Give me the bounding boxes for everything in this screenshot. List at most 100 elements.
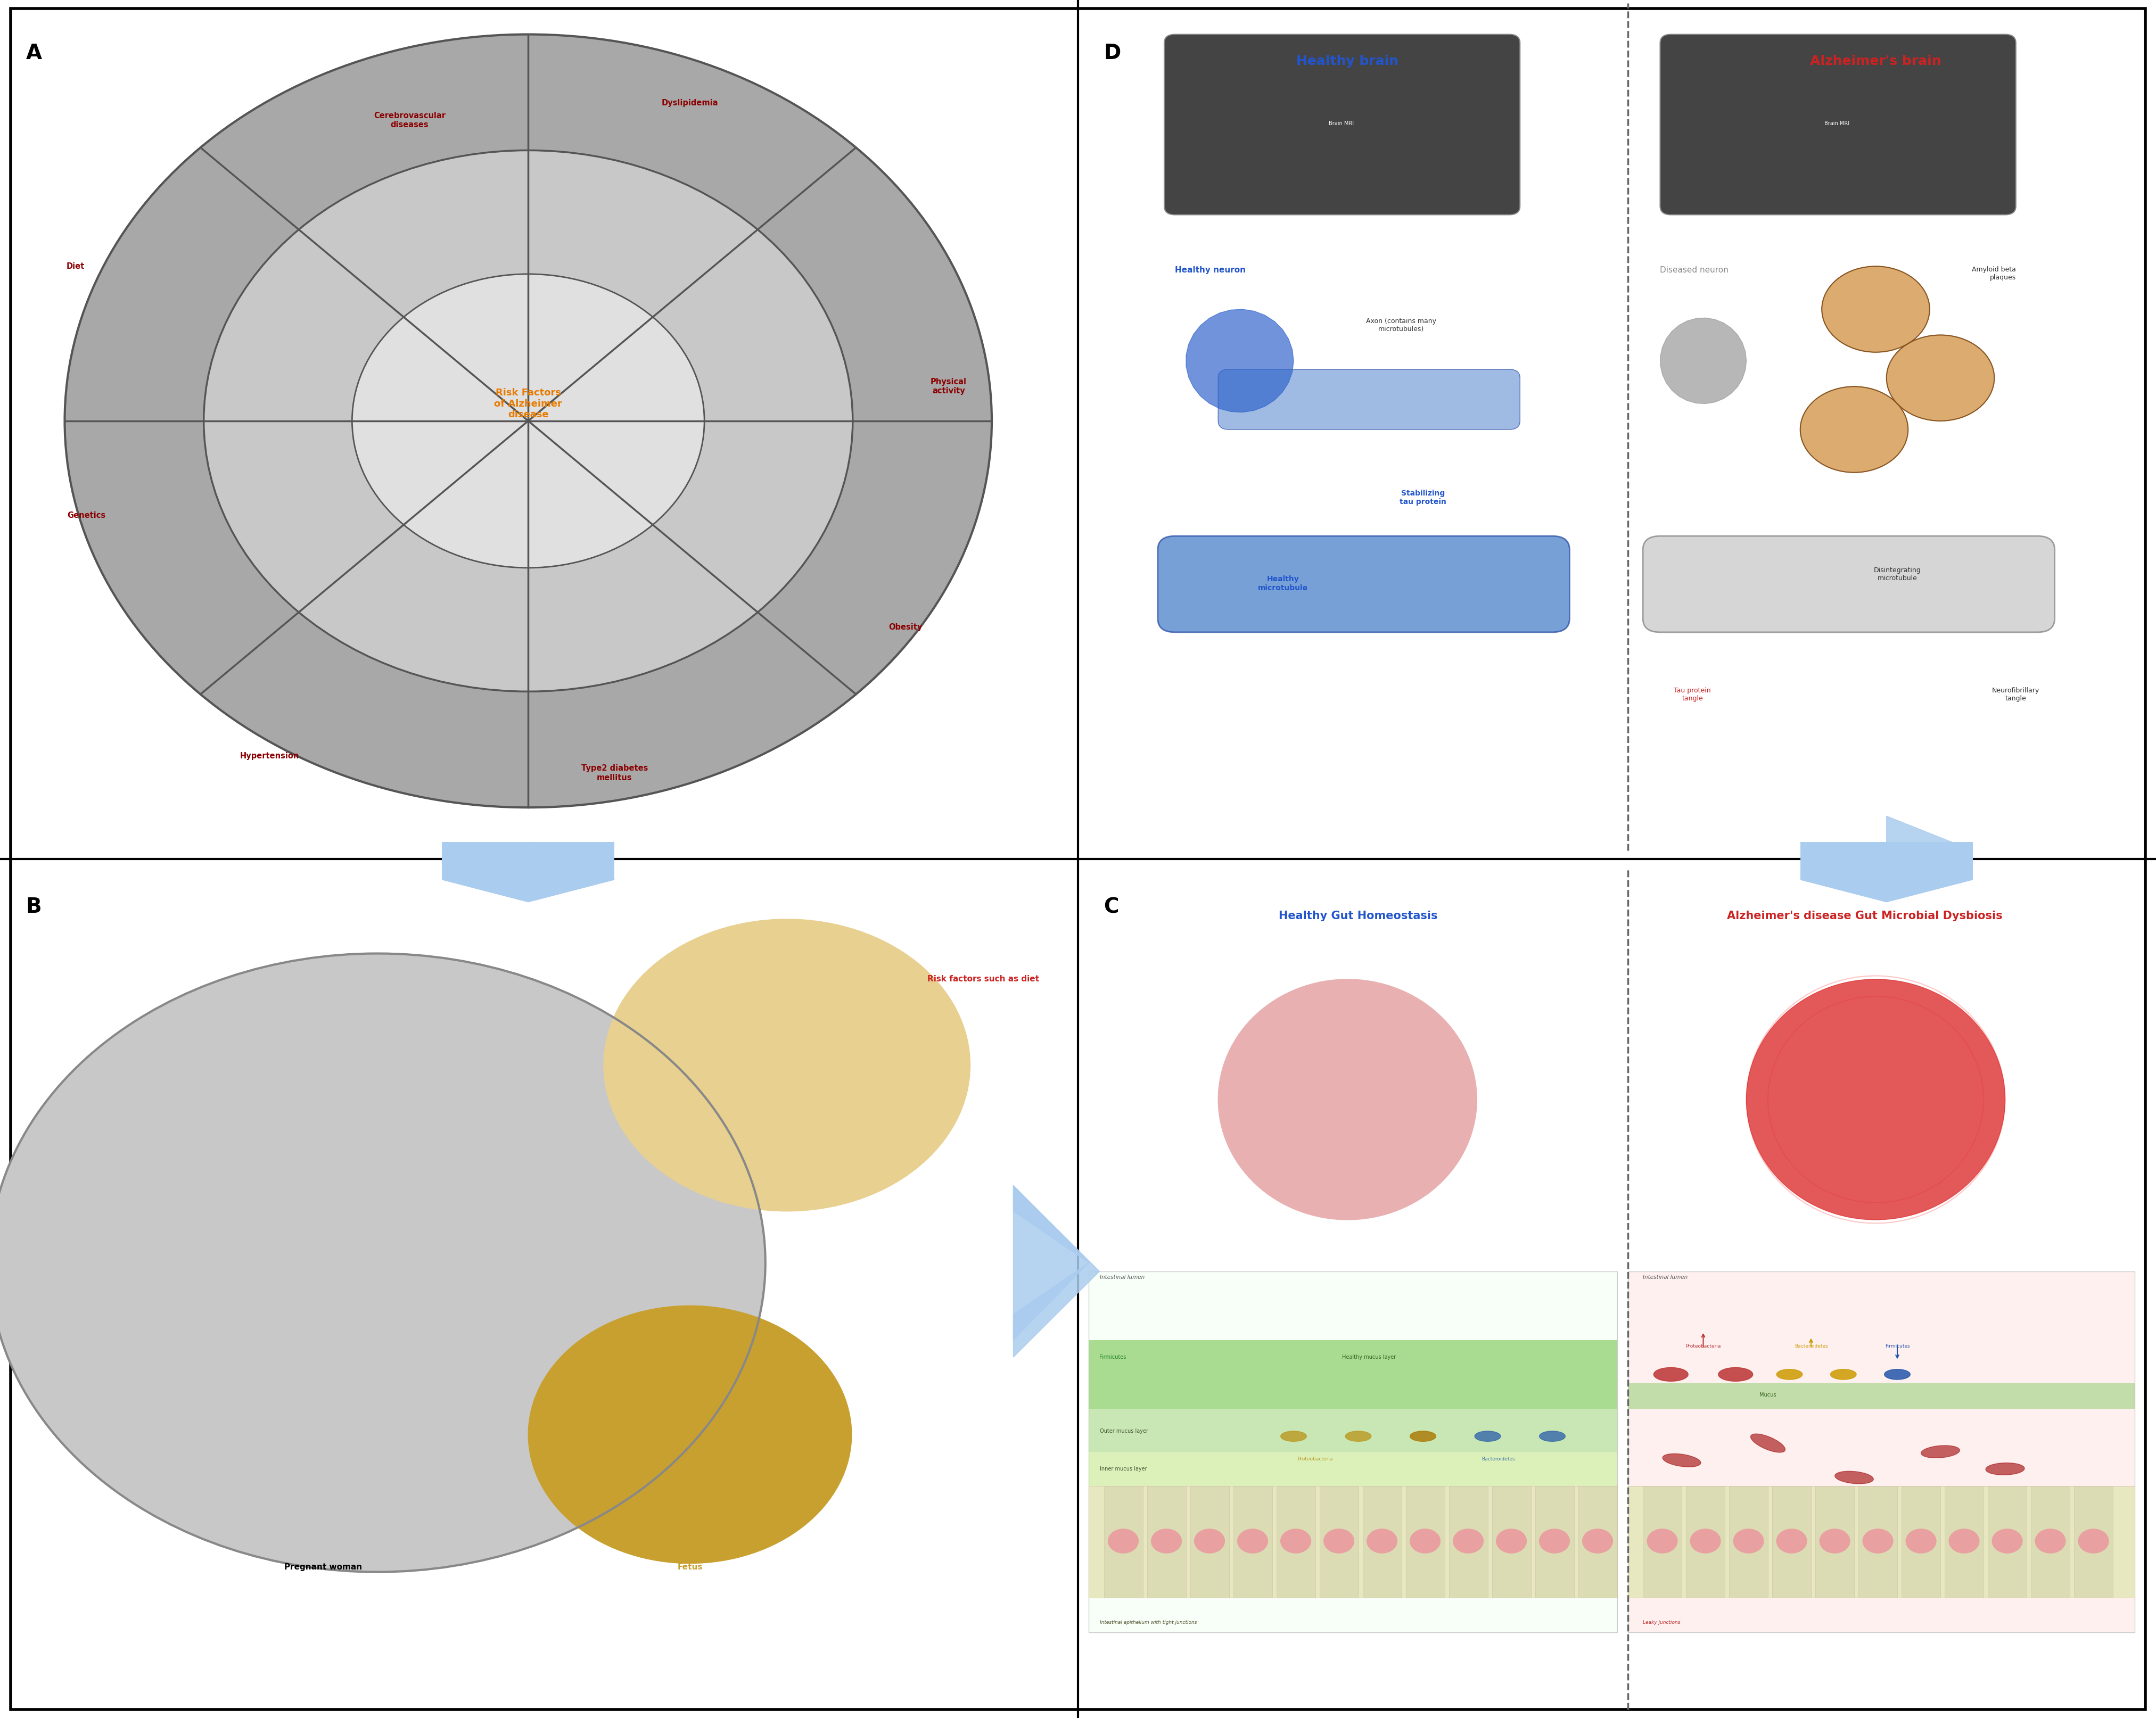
Text: C: C — [1104, 897, 1119, 917]
FancyBboxPatch shape — [11, 9, 2145, 1709]
Polygon shape — [1186, 309, 1294, 412]
Text: Physical
activity: Physical activity — [931, 378, 966, 395]
FancyBboxPatch shape — [1158, 536, 1570, 632]
FancyBboxPatch shape — [1628, 1486, 2134, 1598]
Text: Type2 diabetes
mellitus: Type2 diabetes mellitus — [582, 765, 647, 782]
Ellipse shape — [65, 34, 992, 807]
Ellipse shape — [1410, 1431, 1436, 1441]
FancyBboxPatch shape — [1449, 1486, 1488, 1598]
FancyBboxPatch shape — [1815, 1486, 1854, 1598]
Polygon shape — [442, 880, 614, 902]
Ellipse shape — [1921, 1443, 1960, 1460]
Circle shape — [528, 1306, 852, 1563]
Ellipse shape — [1830, 1369, 1856, 1380]
Ellipse shape — [1749, 1436, 1787, 1450]
Polygon shape — [1660, 318, 1746, 404]
Text: Brain MRI: Brain MRI — [1824, 120, 1850, 127]
Ellipse shape — [1986, 1462, 2024, 1476]
Text: Risk factors such as diet: Risk factors such as diet — [927, 976, 1039, 983]
Circle shape — [1992, 1529, 2022, 1553]
Text: Fetus: Fetus — [677, 1563, 703, 1572]
FancyArrowPatch shape — [524, 844, 533, 854]
Polygon shape — [1800, 880, 1973, 902]
Text: Proteobacteria: Proteobacteria — [1298, 1457, 1332, 1462]
FancyBboxPatch shape — [1104, 1486, 1143, 1598]
Text: Stabilizing
tau protein: Stabilizing tau protein — [1399, 490, 1447, 505]
Ellipse shape — [1281, 1431, 1307, 1441]
Text: Alzheimer's disease Gut Microbial Dysbiosis: Alzheimer's disease Gut Microbial Dysbio… — [1727, 911, 2003, 921]
FancyBboxPatch shape — [1945, 1486, 1984, 1598]
Ellipse shape — [1718, 1368, 1753, 1381]
Text: Intestinal epithelium with tight junctions: Intestinal epithelium with tight junctio… — [1100, 1620, 1197, 1625]
Circle shape — [1733, 1529, 1764, 1553]
Circle shape — [1647, 1529, 1677, 1553]
FancyBboxPatch shape — [1406, 1486, 1445, 1598]
Text: Diet: Diet — [67, 263, 84, 270]
FancyBboxPatch shape — [1988, 1486, 2027, 1598]
FancyBboxPatch shape — [1233, 1486, 1272, 1598]
FancyBboxPatch shape — [1660, 34, 2016, 215]
FancyBboxPatch shape — [1147, 1486, 1186, 1598]
Text: Firmicutes: Firmicutes — [1100, 1354, 1125, 1361]
Circle shape — [1820, 1529, 1850, 1553]
Text: Axon (contains many
microtubules): Axon (contains many microtubules) — [1367, 318, 1436, 333]
FancyBboxPatch shape — [1902, 1486, 1940, 1598]
Polygon shape — [1013, 1185, 1100, 1357]
Ellipse shape — [1777, 1369, 1802, 1380]
Text: Genetics: Genetics — [67, 512, 106, 519]
FancyBboxPatch shape — [1578, 1486, 1617, 1598]
Text: Hypertension: Hypertension — [239, 752, 300, 759]
FancyBboxPatch shape — [1800, 842, 1973, 880]
FancyBboxPatch shape — [1363, 1486, 1401, 1598]
FancyBboxPatch shape — [1089, 1452, 1617, 1486]
Text: Mucus: Mucus — [1759, 1392, 1777, 1398]
Circle shape — [1367, 1529, 1397, 1553]
FancyBboxPatch shape — [1535, 1486, 1574, 1598]
Ellipse shape — [1218, 979, 1477, 1220]
Ellipse shape — [1654, 1368, 1688, 1381]
Ellipse shape — [1539, 1431, 1565, 1441]
Circle shape — [1496, 1529, 1526, 1553]
FancyBboxPatch shape — [1643, 1486, 1682, 1598]
Text: B: B — [26, 897, 41, 917]
FancyBboxPatch shape — [1089, 1409, 1617, 1452]
FancyBboxPatch shape — [1628, 1383, 2134, 1409]
FancyBboxPatch shape — [1628, 1271, 2134, 1632]
Ellipse shape — [1746, 979, 2005, 1220]
Ellipse shape — [1475, 1431, 1501, 1441]
Ellipse shape — [1662, 1453, 1701, 1467]
Text: D: D — [1104, 43, 1121, 64]
Circle shape — [1777, 1529, 1807, 1553]
FancyBboxPatch shape — [1492, 1486, 1531, 1598]
Circle shape — [1410, 1529, 1440, 1553]
Circle shape — [1906, 1529, 1936, 1553]
FancyBboxPatch shape — [2031, 1486, 2070, 1598]
Circle shape — [604, 919, 970, 1211]
Circle shape — [1108, 1529, 1138, 1553]
FancyBboxPatch shape — [1089, 1486, 1617, 1598]
Text: Intestinal lumen: Intestinal lumen — [1643, 1275, 1688, 1280]
Text: Healthy brain: Healthy brain — [1296, 55, 1399, 67]
Text: Intestinal lumen: Intestinal lumen — [1100, 1275, 1145, 1280]
Text: A: A — [26, 43, 41, 64]
Ellipse shape — [203, 151, 854, 692]
FancyBboxPatch shape — [1089, 1271, 1617, 1632]
FancyBboxPatch shape — [1643, 536, 2055, 632]
Circle shape — [1822, 266, 1930, 352]
Circle shape — [1539, 1529, 1570, 1553]
Circle shape — [1453, 1529, 1483, 1553]
Text: Firmicutes: Firmicutes — [1884, 1343, 1910, 1349]
Ellipse shape — [1884, 1369, 1910, 1380]
Circle shape — [1324, 1529, 1354, 1553]
Circle shape — [1583, 1529, 1613, 1553]
Text: Outer mucus layer: Outer mucus layer — [1100, 1428, 1147, 1435]
Circle shape — [0, 953, 765, 1572]
Text: Leaky junctions: Leaky junctions — [1643, 1620, 1680, 1625]
Circle shape — [1949, 1529, 1979, 1553]
Circle shape — [2035, 1529, 2065, 1553]
FancyBboxPatch shape — [1218, 369, 1520, 429]
Circle shape — [1238, 1529, 1268, 1553]
Text: Tau protein
tangle: Tau protein tangle — [1673, 687, 1712, 703]
Ellipse shape — [1835, 1471, 1874, 1484]
FancyBboxPatch shape — [1164, 34, 1520, 215]
